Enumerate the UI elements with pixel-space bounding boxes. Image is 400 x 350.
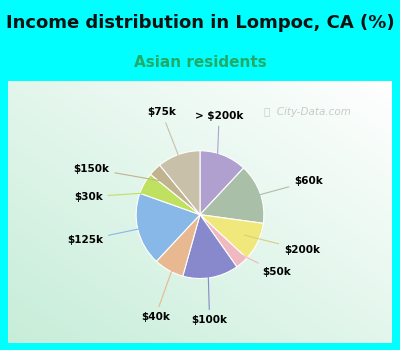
Text: $150k: $150k xyxy=(74,164,165,182)
Wedge shape xyxy=(140,174,200,215)
Text: $50k: $50k xyxy=(233,251,291,277)
Text: $200k: $200k xyxy=(244,235,320,255)
Wedge shape xyxy=(200,151,244,215)
Wedge shape xyxy=(200,215,247,267)
Wedge shape xyxy=(156,215,200,276)
Text: $40k: $40k xyxy=(141,257,176,322)
Text: > $200k: > $200k xyxy=(195,111,243,169)
Text: $75k: $75k xyxy=(147,107,184,169)
Wedge shape xyxy=(200,215,263,258)
Wedge shape xyxy=(136,193,200,261)
Wedge shape xyxy=(183,215,237,279)
Text: Income distribution in Lompoc, CA (%): Income distribution in Lompoc, CA (%) xyxy=(6,14,394,32)
Wedge shape xyxy=(200,168,264,223)
Text: $60k: $60k xyxy=(246,176,323,198)
Text: $30k: $30k xyxy=(74,192,157,202)
Text: ⓘ  City-Data.com: ⓘ City-Data.com xyxy=(264,107,351,117)
Wedge shape xyxy=(160,151,200,215)
Text: $125k: $125k xyxy=(67,226,152,245)
Text: Asian residents: Asian residents xyxy=(134,55,266,70)
Text: $100k: $100k xyxy=(192,263,228,325)
Wedge shape xyxy=(150,165,200,215)
